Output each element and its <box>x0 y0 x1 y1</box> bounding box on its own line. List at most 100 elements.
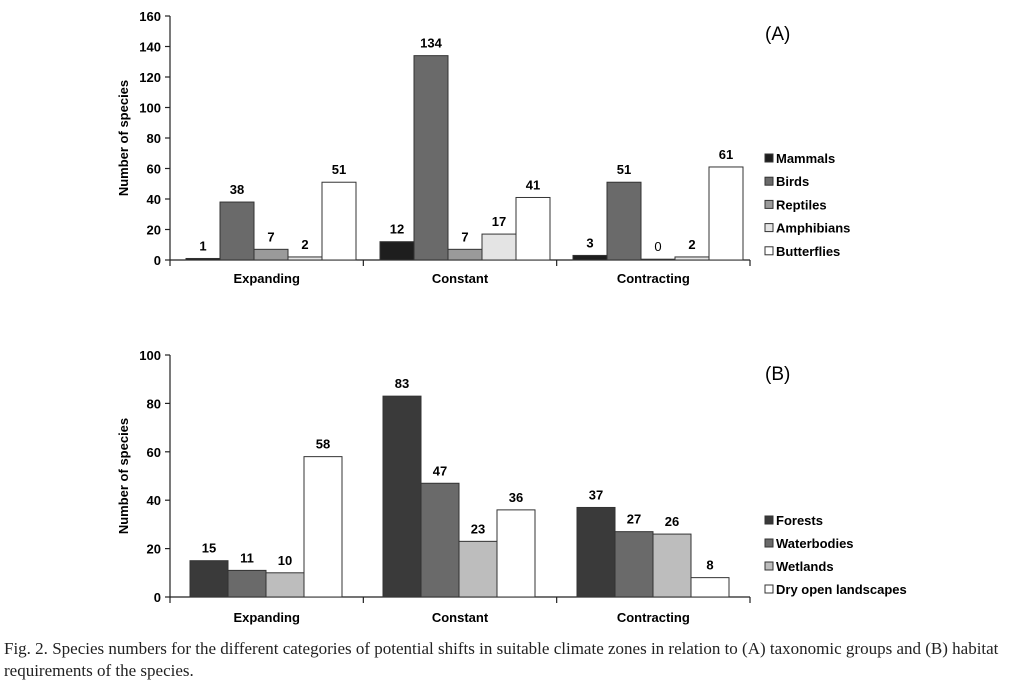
data-label: 41 <box>526 177 540 192</box>
legend-label: Amphibians <box>776 221 850 236</box>
y-tick-label: 100 <box>139 101 161 116</box>
y-tick-label: 20 <box>147 542 161 557</box>
data-label: 7 <box>461 229 468 244</box>
bar <box>219 201 255 261</box>
data-label: 36 <box>509 490 523 505</box>
data-label: 51 <box>617 162 631 177</box>
y-tick-label: 60 <box>147 445 161 460</box>
bar <box>189 560 229 598</box>
bar <box>481 233 517 261</box>
data-label: 15 <box>202 541 216 556</box>
data-label: 83 <box>395 376 409 391</box>
category-label: Expanding <box>233 271 300 286</box>
data-label: 0 <box>654 239 661 254</box>
legend-swatch <box>764 584 774 594</box>
bar <box>227 569 267 598</box>
y-tick-label: 0 <box>154 253 161 268</box>
bar <box>614 531 654 598</box>
y-tick-label: 20 <box>147 223 161 238</box>
data-label: 1 <box>199 238 206 253</box>
data-label: 51 <box>332 162 346 177</box>
bar <box>382 395 422 598</box>
data-label: 58 <box>316 437 330 452</box>
bar <box>265 572 305 598</box>
bar <box>515 196 551 261</box>
data-label: 61 <box>719 147 733 162</box>
y-tick-label: 140 <box>139 40 161 55</box>
data-label: 8 <box>706 558 713 573</box>
legend-swatch <box>764 153 774 163</box>
bar <box>287 256 323 261</box>
chart-b: 0 20 40 60 80 100 Number of species Expanding Co… <box>116 348 907 625</box>
data-label: 134 <box>420 36 442 51</box>
y-tick-label: 40 <box>147 192 161 207</box>
category-label: Contracting <box>617 610 690 625</box>
data-label: 38 <box>230 182 244 197</box>
data-label: 37 <box>589 487 603 502</box>
data-label: 23 <box>471 521 485 536</box>
bar <box>640 258 676 261</box>
bar <box>606 181 642 261</box>
y-tick-label: 60 <box>147 162 161 177</box>
legend-swatch <box>764 223 774 233</box>
legend-label: Mammals <box>776 151 835 166</box>
category-label: Constant <box>432 610 489 625</box>
legend-swatch <box>764 538 774 548</box>
bar <box>458 540 498 598</box>
legend-label: Butterflies <box>776 244 840 259</box>
bar <box>576 506 616 598</box>
y-tick-label: 80 <box>147 396 161 411</box>
data-label: 17 <box>492 214 506 229</box>
bar <box>674 256 710 261</box>
data-label: 26 <box>665 514 679 529</box>
category-label: Expanding <box>233 610 300 625</box>
legend-label: Forests <box>776 513 823 528</box>
y-tick-label: 160 <box>139 9 161 24</box>
legend-label: Dry open landscapes <box>776 582 907 597</box>
data-label: 7 <box>267 229 274 244</box>
category-label: Contracting <box>617 271 690 286</box>
legend-label: Waterbodies <box>776 536 854 551</box>
y-tick-label: 80 <box>147 131 161 146</box>
bar <box>413 55 449 261</box>
legend-label: Birds <box>776 174 809 189</box>
bar <box>690 577 730 598</box>
data-label: 2 <box>688 237 695 252</box>
bar <box>652 533 692 598</box>
y-tick-label: 100 <box>139 348 161 363</box>
bar <box>572 254 608 261</box>
legend-swatch <box>764 246 774 256</box>
y-tick-label: 0 <box>154 590 161 605</box>
data-label: 3 <box>586 235 593 250</box>
legend-swatch <box>764 176 774 186</box>
legend-label: Wetlands <box>776 559 834 574</box>
y-axis-label: Number of species <box>116 418 131 534</box>
bar <box>379 241 415 261</box>
bar <box>253 248 289 261</box>
bar <box>496 509 536 598</box>
bar <box>321 181 357 261</box>
panel-label: (A) <box>765 24 790 45</box>
category-label: Constant <box>432 271 489 286</box>
data-label: 2 <box>301 237 308 252</box>
bar <box>447 248 483 261</box>
y-tick-label: 120 <box>139 70 161 85</box>
legend-swatch <box>764 561 774 571</box>
data-label: 10 <box>278 553 292 568</box>
panel-label: (B) <box>765 364 790 385</box>
data-label: 27 <box>627 512 641 527</box>
bar <box>185 257 221 261</box>
legend-swatch <box>764 199 774 209</box>
y-axis-label: Number of species <box>116 80 131 196</box>
bar <box>708 166 744 261</box>
bar <box>303 456 343 598</box>
y-tick-label: 40 <box>147 493 161 508</box>
bar <box>420 482 460 598</box>
data-label: 47 <box>433 463 447 478</box>
legend-swatch <box>764 515 774 525</box>
data-label: 12 <box>390 222 404 237</box>
caption-label: Fig. 2. <box>4 639 48 658</box>
caption-text: Species numbers for the different catego… <box>4 639 999 680</box>
data-label: 11 <box>240 550 254 565</box>
